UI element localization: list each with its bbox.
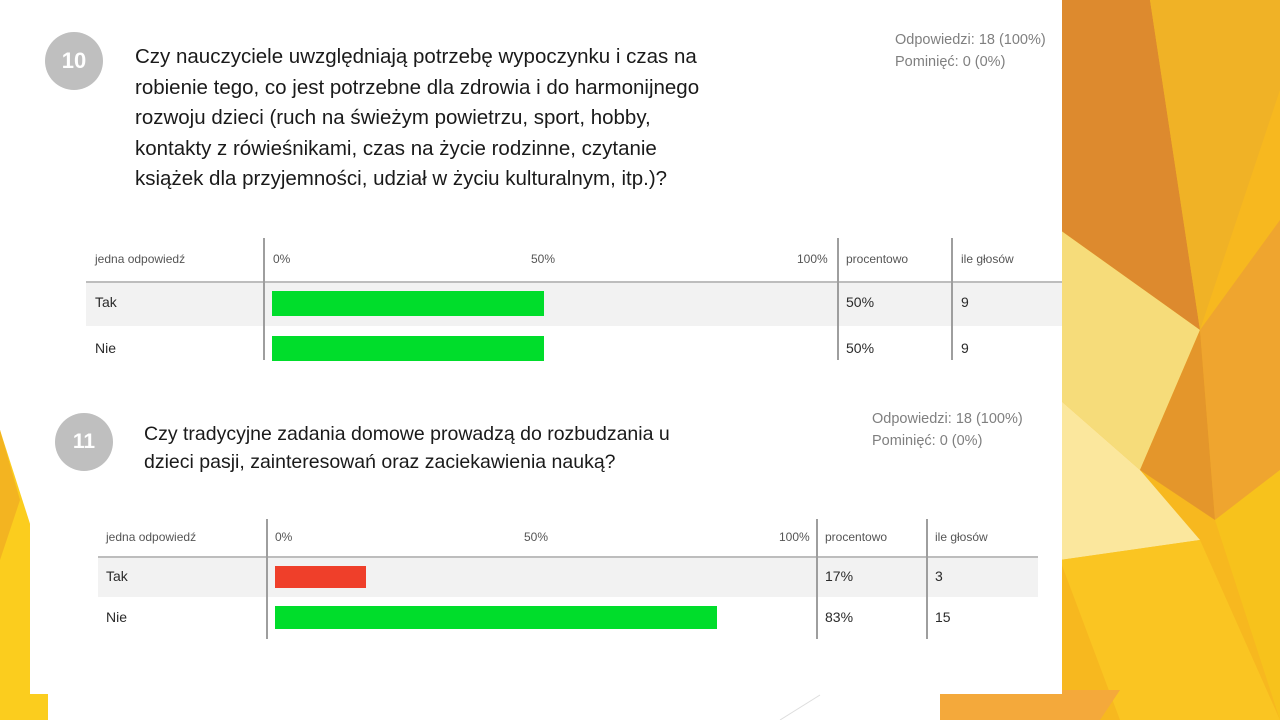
axis-tick-label: 100% xyxy=(797,252,828,266)
question-text: Czy tradycyjne zadania domowe prowadzą d… xyxy=(144,420,670,476)
axis-tick-label: 0% xyxy=(273,252,291,266)
skipped-count: Pominięć: 0 (0%) xyxy=(872,433,983,449)
question-number-badge: 10 xyxy=(45,32,103,90)
header-votes: ile głosów xyxy=(935,530,988,544)
question-text-line: rozwoju dzieci (ruch na świeżym powietrz… xyxy=(135,106,651,129)
question-text-line: Czy tradycyjne zadania domowe prowadzą d… xyxy=(144,423,670,445)
result-bar-nie xyxy=(275,606,718,629)
column-divider xyxy=(951,238,953,360)
answer-label: Tak xyxy=(106,568,128,584)
table-row xyxy=(98,557,1038,597)
results-table: jedna odpowiedź 0% 50% 100% procentowo i… xyxy=(86,238,1062,361)
table-row xyxy=(86,282,1062,326)
header-answer: jedna odpowiedź xyxy=(95,252,186,266)
axis-tick-label: 50% xyxy=(531,252,556,266)
header-answer: jedna odpowiedź xyxy=(106,530,197,544)
header-divider xyxy=(98,556,1038,558)
survey-card: 10 Czy nauczyciele uwzględniają potrzebę… xyxy=(30,0,1062,694)
votes-value: 15 xyxy=(935,609,951,625)
question-text-line: dzieci pasji, zainteresowań oraz zacieka… xyxy=(144,451,616,473)
column-divider xyxy=(263,238,265,360)
skipped-count: Pominięć: 0 (0%) xyxy=(895,54,1006,70)
answer-label: Nie xyxy=(106,609,128,625)
answered-count: Odpowiedzi: 18 (100%) xyxy=(895,32,1046,48)
header-votes: ile głosów xyxy=(961,252,1014,266)
result-bar-nie xyxy=(272,336,544,361)
question-text-line: kontakty z rówieśnikami, czas na życie r… xyxy=(135,136,657,160)
percent-value: 17% xyxy=(825,568,854,584)
votes-value: 9 xyxy=(961,294,969,310)
question-text: Czy nauczyciele uwzględniają potrzebę wy… xyxy=(135,42,699,195)
question-11: 11 Czy tradycyjne zadania domowe prowadz… xyxy=(30,395,1062,655)
percent-value: 83% xyxy=(825,609,854,625)
question-text-line: książek dla przyjemności, udział w życiu… xyxy=(135,167,668,190)
question-text-line: Czy nauczyciele uwzględniają potrzebę wy… xyxy=(135,45,697,68)
column-divider xyxy=(926,519,928,639)
percent-value: 50% xyxy=(846,340,875,356)
axis-tick-label: 100% xyxy=(779,530,810,544)
question-10: 10 Czy nauczyciele uwzględniają potrzebę… xyxy=(30,0,1062,380)
header-divider xyxy=(86,281,1062,283)
answered-count: Odpowiedzi: 18 (100%) xyxy=(872,411,1023,427)
column-divider xyxy=(816,519,818,639)
axis-tick-label: 50% xyxy=(524,530,549,544)
response-stats: Odpowiedzi: 18 (100%) Pominięć: 0 (0%) xyxy=(895,29,1046,73)
response-stats: Odpowiedzi: 18 (100%) Pominięć: 0 (0%) xyxy=(872,408,1023,452)
header-percent: procentowo xyxy=(825,530,888,544)
votes-value: 9 xyxy=(961,340,969,356)
percent-value: 50% xyxy=(846,294,875,310)
header-percent: procentowo xyxy=(846,252,909,266)
question-number-badge: 11 xyxy=(55,413,113,471)
axis-tick-label: 0% xyxy=(275,530,293,544)
answer-label: Tak xyxy=(95,294,117,310)
result-bar-tak xyxy=(275,566,366,588)
answer-label: Nie xyxy=(95,340,117,356)
column-divider xyxy=(266,519,268,639)
results-table: jedna odpowiedź 0% 50% 100% procentowo i… xyxy=(98,519,1038,639)
question-text-line: robienie tego, co jest potrzebne dla zdr… xyxy=(135,75,700,99)
votes-value: 3 xyxy=(935,568,943,584)
result-bar-tak xyxy=(272,291,544,316)
column-divider xyxy=(837,238,839,360)
